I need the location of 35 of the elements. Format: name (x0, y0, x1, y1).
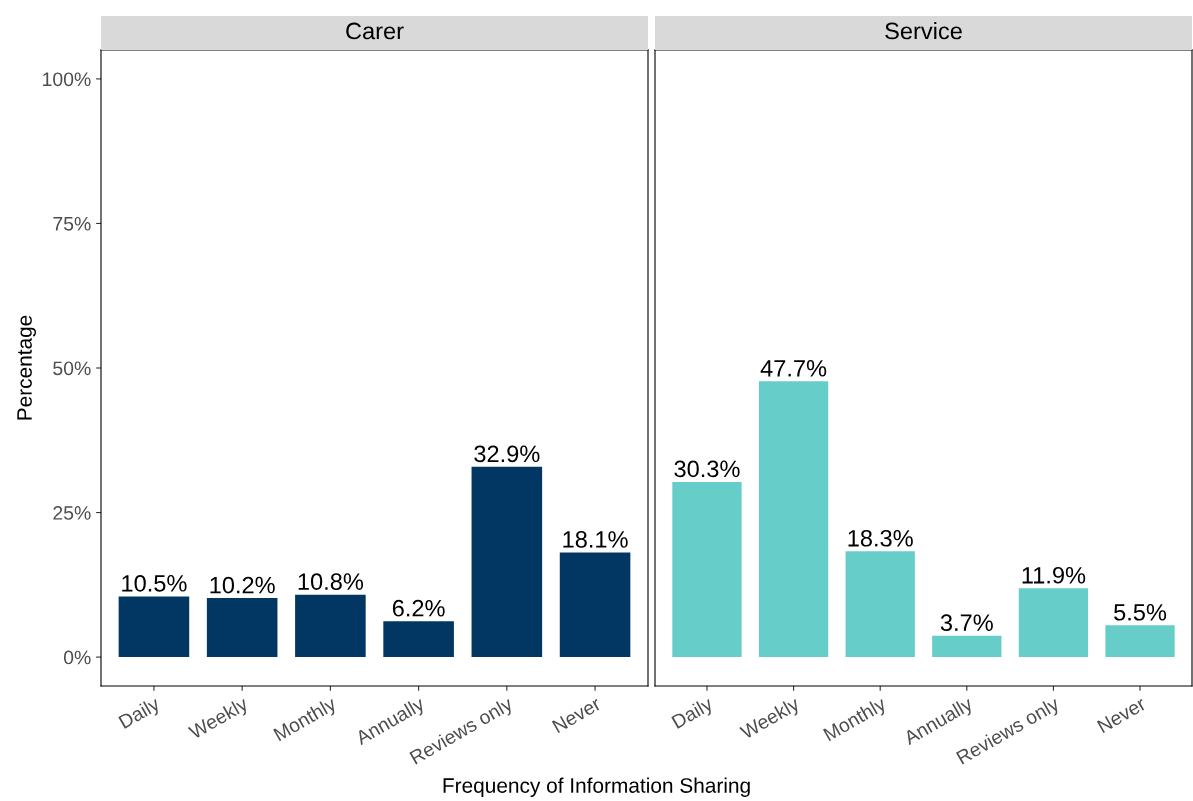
chart-title: Carer (346, 22, 404, 40)
data-label: 18.3% (848, 529, 913, 547)
bar (1105, 625, 1175, 658)
bar (845, 551, 915, 658)
x-axis-title: Frequency of Information Sharing (443, 777, 750, 797)
bar (471, 466, 543, 658)
x-tick-label: Daily (117, 695, 163, 733)
y-tick-label: 100% (43, 72, 91, 87)
data-label: 6.2% (392, 599, 445, 617)
y-axis-title: Percentage (17, 315, 36, 420)
y-tick-label: 0% (63, 650, 91, 665)
chart-title: Service (885, 22, 962, 40)
bar (932, 635, 1002, 658)
bar (118, 596, 190, 658)
data-label: 47.7% (760, 360, 827, 377)
data-label: 3.7% (940, 614, 993, 632)
x-tick-label: Daily (670, 695, 716, 733)
data-label: 11.9% (1022, 566, 1086, 584)
bar (295, 594, 366, 658)
bar (1018, 588, 1089, 658)
y-tick-label: 50% (53, 361, 91, 376)
bar (672, 481, 742, 658)
data-label: 30.3% (674, 460, 740, 478)
y-tick-label: 75% (53, 217, 91, 231)
data-label: 18.1% (563, 531, 628, 548)
y-tick-label: 25% (53, 506, 91, 520)
data-label: 10.5% (122, 575, 187, 592)
data-label: 10.8% (298, 573, 364, 590)
data-label: 10.2% (210, 576, 275, 594)
bar (383, 621, 454, 658)
bar (206, 598, 278, 658)
bar (758, 381, 829, 658)
bar (559, 552, 631, 658)
data-label: 5.5% (1114, 604, 1167, 621)
data-label: 32.9% (474, 445, 540, 463)
